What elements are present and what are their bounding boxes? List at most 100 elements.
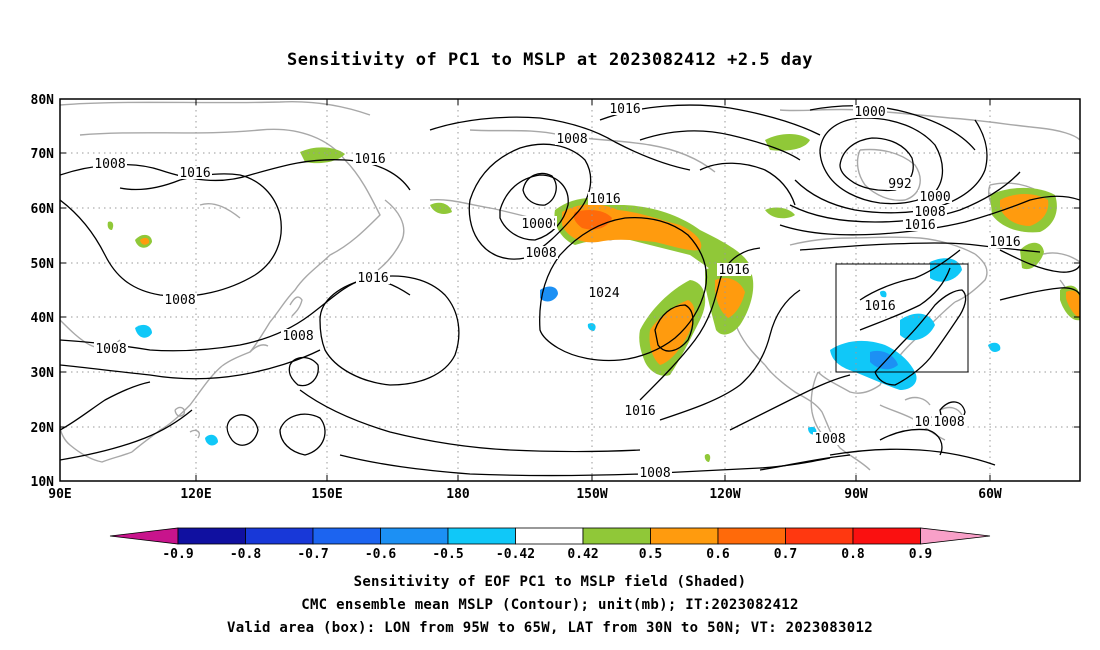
- colorbar-tick-label: 0.7: [774, 547, 797, 562]
- contour-label: 1016: [989, 235, 1020, 250]
- contour-label: 1016: [179, 166, 210, 181]
- contour-label-bg: [717, 263, 751, 276]
- contour-label: 1016: [609, 102, 640, 117]
- lat-label: 10N: [31, 475, 55, 490]
- contour-label: 1000: [919, 190, 950, 205]
- contour-label: 1008: [94, 157, 125, 172]
- contour-label-bg: [932, 415, 966, 428]
- lat-label: 60N: [31, 202, 55, 217]
- lat-label: 20N: [31, 421, 55, 436]
- contour-label-bg: [988, 235, 1022, 248]
- contour-label-bg: [887, 177, 913, 190]
- contour-label: 1008: [639, 466, 670, 481]
- colorbar-tick-label: 0.9: [909, 547, 932, 562]
- lon-label: 180: [446, 487, 470, 502]
- contour-label-bg: [588, 192, 622, 205]
- colorbar-tick-label: -0.8: [230, 547, 261, 562]
- contour-label-bg: [281, 329, 315, 342]
- contour-label: 1016: [904, 218, 935, 233]
- lat-label: 70N: [31, 147, 55, 162]
- contour-label: 1000: [854, 105, 885, 120]
- footer-line-2: CMC ensemble mean MSLP (Contour); unit(m…: [301, 597, 799, 613]
- contour-label-bg: [524, 246, 558, 259]
- contour-label: 1016: [589, 192, 620, 207]
- colorbar-tick-label: -0.7: [297, 547, 328, 562]
- contour-label-bg: [555, 132, 589, 145]
- contour-label-bg: [638, 466, 672, 479]
- lat-label: 30N: [31, 366, 55, 381]
- contour-label: 1008: [164, 293, 195, 308]
- map-title: Sensitivity of PC1 to MSLP at 2023082412…: [286, 50, 813, 70]
- valid-area-box: [835, 263, 969, 373]
- colorbar-tick-label: 0.42: [567, 547, 598, 562]
- contour-label: 1008: [933, 415, 964, 430]
- contour-label-bg: [913, 205, 947, 218]
- colorbar-tick-label: 0.6: [706, 547, 730, 562]
- colorbar-tick-label: -0.5: [432, 547, 463, 562]
- colorbar-over-arrow: [920, 527, 991, 545]
- colorbar-tick-label: -0.9: [162, 547, 193, 562]
- contour-label: 992: [888, 177, 911, 192]
- lon-label: 90W: [844, 487, 868, 502]
- contour-label-bg: [178, 166, 212, 179]
- contour-label-bg: [608, 102, 642, 115]
- contour-label-bg: [918, 190, 952, 203]
- lat-label: 80N: [31, 93, 55, 108]
- colorbar-swatch: [245, 527, 314, 545]
- contour-label-bg: [863, 299, 897, 312]
- lon-label: 60W: [978, 487, 1002, 502]
- contour-label-bg: [623, 404, 657, 417]
- contour-label: 1016: [357, 271, 388, 286]
- contour-label-bg: [163, 293, 197, 306]
- colorbar: -0.9 -0.8 -0.7 -0.6 -0.5 -0.42 0.42 0.5 0.6 0.7 0.…: [109, 527, 991, 562]
- footer-line-3: Valid area (box): LON from 95W to 65W, L…: [227, 620, 873, 636]
- colorbar-swatch: [312, 527, 381, 545]
- colorbar-under-arrow: [109, 527, 179, 545]
- contour-label-bg: [903, 218, 937, 231]
- lon-label: 150W: [576, 487, 607, 502]
- contour-label-bg: [353, 152, 387, 165]
- contour-label-bg: [356, 271, 390, 284]
- colorbar-tick-label: -0.6: [365, 547, 396, 562]
- colorbar-swatch: [380, 527, 449, 545]
- contour-labels: 1016100810081016101610081008100810081016…: [93, 102, 1022, 481]
- contour-label: 1016: [718, 263, 749, 278]
- colorbar-swatch: [177, 527, 246, 545]
- contour-label: 1016: [624, 404, 655, 419]
- colorbar-tick-label: -0.42: [496, 547, 535, 562]
- contour-label: 1008: [95, 342, 126, 357]
- sensitivity-positive-shading: [107, 134, 1080, 462]
- contour-label: 1000: [521, 217, 552, 232]
- map-frame: [59, 98, 1081, 482]
- colorbar-swatch: [785, 527, 854, 545]
- colorbar-swatch: [717, 527, 786, 545]
- footer-line-1: Sensitivity of EOF PC1 to MSLP field (Sh…: [353, 574, 747, 590]
- contour-label: 1008: [814, 432, 845, 447]
- contour-label: 1008: [525, 246, 556, 261]
- colorbar-swatch: [582, 527, 651, 545]
- colorbar-tick-label: 0.8: [841, 547, 865, 562]
- contour-label-bg: [94, 342, 128, 355]
- contour-label-bg: [520, 216, 554, 229]
- contour-label-bg: [587, 286, 621, 299]
- contour-label-bg: [853, 105, 887, 118]
- colorbar-swatch: [852, 527, 921, 545]
- lon-label: 120E: [180, 487, 211, 502]
- contour-label: 1008: [282, 329, 313, 344]
- colorbar-tick-label: 0.5: [639, 547, 662, 562]
- lat-label: 50N: [31, 257, 55, 272]
- lon-label: 150E: [311, 487, 342, 502]
- contour-label: 1008: [914, 205, 945, 220]
- colorbar-swatch: [447, 527, 516, 545]
- lat-label: 40N: [31, 311, 55, 326]
- contour-label: 1024: [588, 286, 619, 301]
- contour-label: 1008: [556, 132, 587, 147]
- contour-label-bg: [93, 157, 127, 170]
- contour-label-bg: [813, 432, 847, 445]
- contour-label: 1016: [864, 299, 895, 314]
- lon-label: 90E: [48, 487, 71, 502]
- contour-label: 1016: [354, 152, 385, 167]
- colorbar-swatch: [515, 527, 584, 545]
